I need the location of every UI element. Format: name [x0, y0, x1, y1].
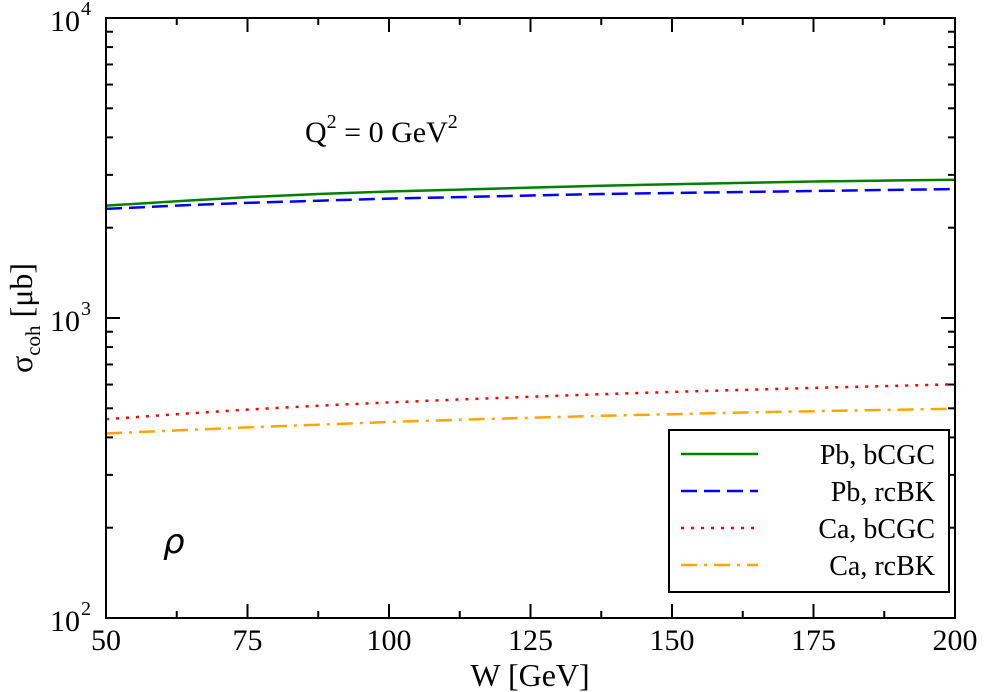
legend-label: Pb, rcBK	[831, 477, 935, 508]
legend-label: Pb, bCGC	[820, 440, 935, 471]
x-tick-label: 175	[791, 624, 836, 657]
unit-exponent: 2	[448, 111, 458, 133]
series-line-2	[105, 383, 956, 421]
legend-label: Ca, bCGC	[818, 514, 935, 545]
legend-label: Ca, rcBK	[829, 551, 935, 582]
x-tick-label: 150	[650, 624, 695, 657]
y-tick-exponent: 2	[81, 598, 91, 620]
y-tick-exponent: 4	[81, 0, 91, 20]
meson-label: ρ	[163, 522, 185, 562]
series-line-3	[105, 407, 956, 435]
y-tick-label: 10	[50, 605, 80, 638]
x-tick-label: 125	[508, 624, 553, 657]
x-tick-label: 200	[933, 624, 978, 657]
x-tick-label: 100	[367, 624, 412, 657]
y-tick-label: 10	[50, 305, 80, 338]
y-tick-exponent: 3	[81, 298, 91, 320]
legend-items: Pb, bCGC Pb, rcBK Ca, bCGC Ca, rcBK	[681, 440, 935, 582]
y-axis-label: σcoh [μb]	[3, 263, 45, 373]
legend: Pb, bCGC Pb, rcBK Ca, bCGC Ca, rcBK	[668, 429, 950, 593]
x-tick-label: 75	[233, 624, 263, 657]
series-line-0	[105, 178, 956, 207]
y-axis-subscript: coh	[21, 325, 45, 356]
series-layer	[105, 178, 956, 435]
x-tick-label: 50	[91, 624, 121, 657]
q-exponent: 2	[327, 111, 337, 133]
series-line-1	[105, 187, 956, 211]
y-tick-label: 10	[50, 5, 80, 38]
ticks-layer	[105, 17, 956, 619]
plot-frame	[105, 17, 956, 619]
q-squared-annotation: Q2 = 0 GeV2	[305, 111, 458, 149]
x-axis-label: W [GeV]	[470, 657, 589, 692]
